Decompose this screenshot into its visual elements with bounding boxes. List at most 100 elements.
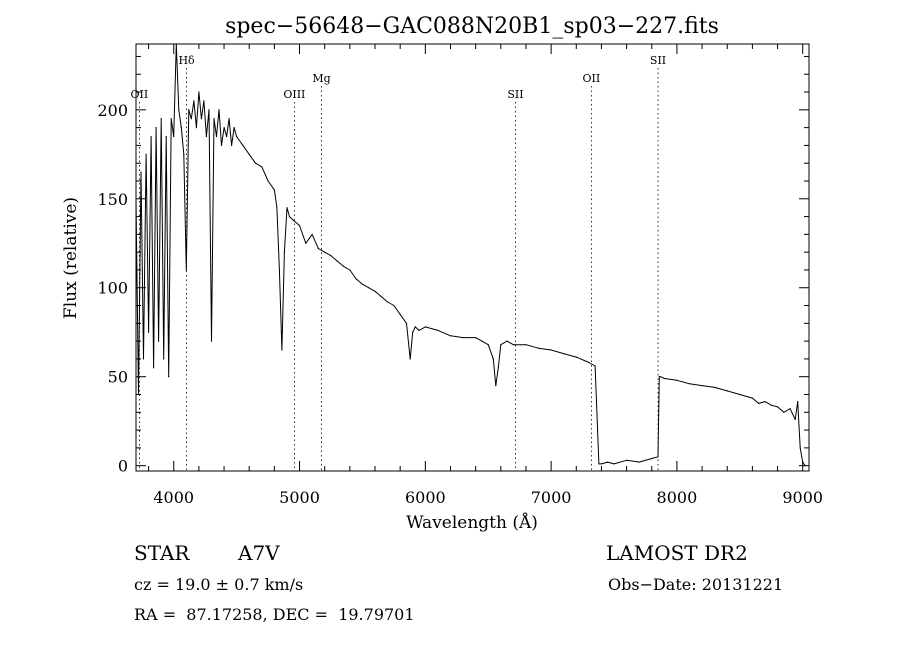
spectrum-point <box>183 153 185 155</box>
y-axis-label: Flux (relative) <box>61 197 81 319</box>
spectrum-point <box>213 118 215 120</box>
spectrum-point <box>148 331 150 333</box>
spectrum-point <box>200 118 202 120</box>
spectrum-point <box>153 367 155 369</box>
axis-ticks: 4000 5000 6000 7000 8000 9000 0 50 100 150 200 <box>97 44 823 507</box>
spectrum-point <box>283 251 285 253</box>
x-tick-label: 6000 <box>405 488 446 507</box>
spectrum-point <box>462 337 464 339</box>
spectrum-point <box>203 100 205 102</box>
spectrum-point <box>594 365 596 367</box>
spectrum-point <box>714 386 716 388</box>
spectrum-point <box>588 361 590 364</box>
spectrum-point <box>481 340 483 342</box>
spectrum-point <box>424 326 426 328</box>
spectrum-point <box>336 260 338 262</box>
spectrum-point <box>797 401 799 403</box>
line-label-5: OII <box>583 72 601 85</box>
spectrum-point <box>160 118 162 120</box>
spectrum-point <box>273 189 275 191</box>
spectrum-point <box>512 344 515 346</box>
series-layer <box>135 43 806 467</box>
spectrum-line-0 <box>135 43 806 466</box>
spectrum-point <box>170 118 172 120</box>
spectrum-point <box>783 411 785 413</box>
spectrum-point <box>657 456 659 458</box>
spectrum-point <box>248 153 250 155</box>
line-label-2: OIII <box>283 88 305 101</box>
spectrum-point <box>437 329 439 331</box>
spectrum-point <box>193 100 195 102</box>
spectrum-point <box>380 296 382 298</box>
line-label-4: SII <box>507 88 523 101</box>
spectrum-point <box>298 224 301 227</box>
sky-coordinates: RA = 87.17258, DEC = 19.79701 <box>134 605 415 624</box>
x-tick-label: 9000 <box>782 488 823 507</box>
spectrum-point <box>758 402 760 404</box>
spectrum-point <box>168 376 170 378</box>
spectrum-point <box>739 393 741 396</box>
spectrum-point <box>142 358 145 360</box>
spectrum-point <box>607 461 609 463</box>
y-tick-label: 0 <box>118 457 128 476</box>
spectrum-point <box>195 127 197 129</box>
spectrum-point <box>399 313 401 315</box>
line-label-1: Hδ <box>178 54 195 67</box>
spectrum-point <box>254 162 257 164</box>
survey-name: LAMOST DR2 <box>606 541 748 565</box>
spectrum-point <box>638 461 640 463</box>
spectrum-point <box>492 358 494 360</box>
spectrum-point <box>145 153 147 155</box>
spectrum-point <box>550 349 552 351</box>
spectrum-point <box>495 385 497 387</box>
spectrum-point <box>205 135 207 138</box>
spectrum-point <box>701 385 703 387</box>
spectrum-point <box>231 144 233 146</box>
spectrum-point <box>418 329 420 331</box>
spectrum-point <box>281 349 283 351</box>
chart-title: spec−56648−GAC088N20B1_sp03−227.fits <box>225 14 719 39</box>
spectrum-point <box>165 135 167 138</box>
spectrum-point <box>311 233 313 235</box>
spectrum-point <box>751 397 754 399</box>
spectrum-point <box>178 109 180 111</box>
spectrum-point <box>292 219 294 221</box>
spectrum-point <box>537 347 540 349</box>
spectrum-point <box>150 135 152 138</box>
spectrum-point <box>163 358 165 360</box>
spectrum-point <box>261 166 263 168</box>
spectrum-point <box>414 326 416 328</box>
spectrum-point <box>330 255 332 257</box>
spectrum-point <box>676 379 678 381</box>
spectrum-point <box>764 401 766 403</box>
spectrum-point <box>660 376 662 378</box>
spectrum-point <box>190 118 192 120</box>
spectrum-point <box>475 337 477 339</box>
spectrum-point <box>173 135 175 138</box>
spectrum-point <box>799 447 801 449</box>
spectrum-point <box>198 91 200 93</box>
spectrum-point <box>185 269 187 271</box>
spectrum-point <box>789 408 791 410</box>
plot-frame <box>135 43 810 472</box>
spectrum-point <box>506 340 508 342</box>
spectrum-point <box>226 135 228 138</box>
spectrum-point <box>155 127 157 129</box>
spectrum-point <box>393 304 395 307</box>
spectrum-point <box>409 358 411 360</box>
y-tick-label: 50 <box>108 368 128 387</box>
spectrum-point <box>500 344 502 346</box>
spectrum-point <box>355 278 357 280</box>
spectrum-point <box>228 118 230 120</box>
spectrum-point <box>449 335 452 337</box>
spectrum-point <box>286 207 288 209</box>
spectrum-point <box>208 109 210 111</box>
spectrum-point <box>343 265 345 267</box>
spectrum-point <box>374 290 376 292</box>
x-tick-label: 8000 <box>657 488 698 507</box>
spectrum-point <box>387 301 389 303</box>
spectrum-point <box>305 242 307 244</box>
spectrum-point <box>563 353 565 355</box>
spectrum-point <box>220 144 223 146</box>
